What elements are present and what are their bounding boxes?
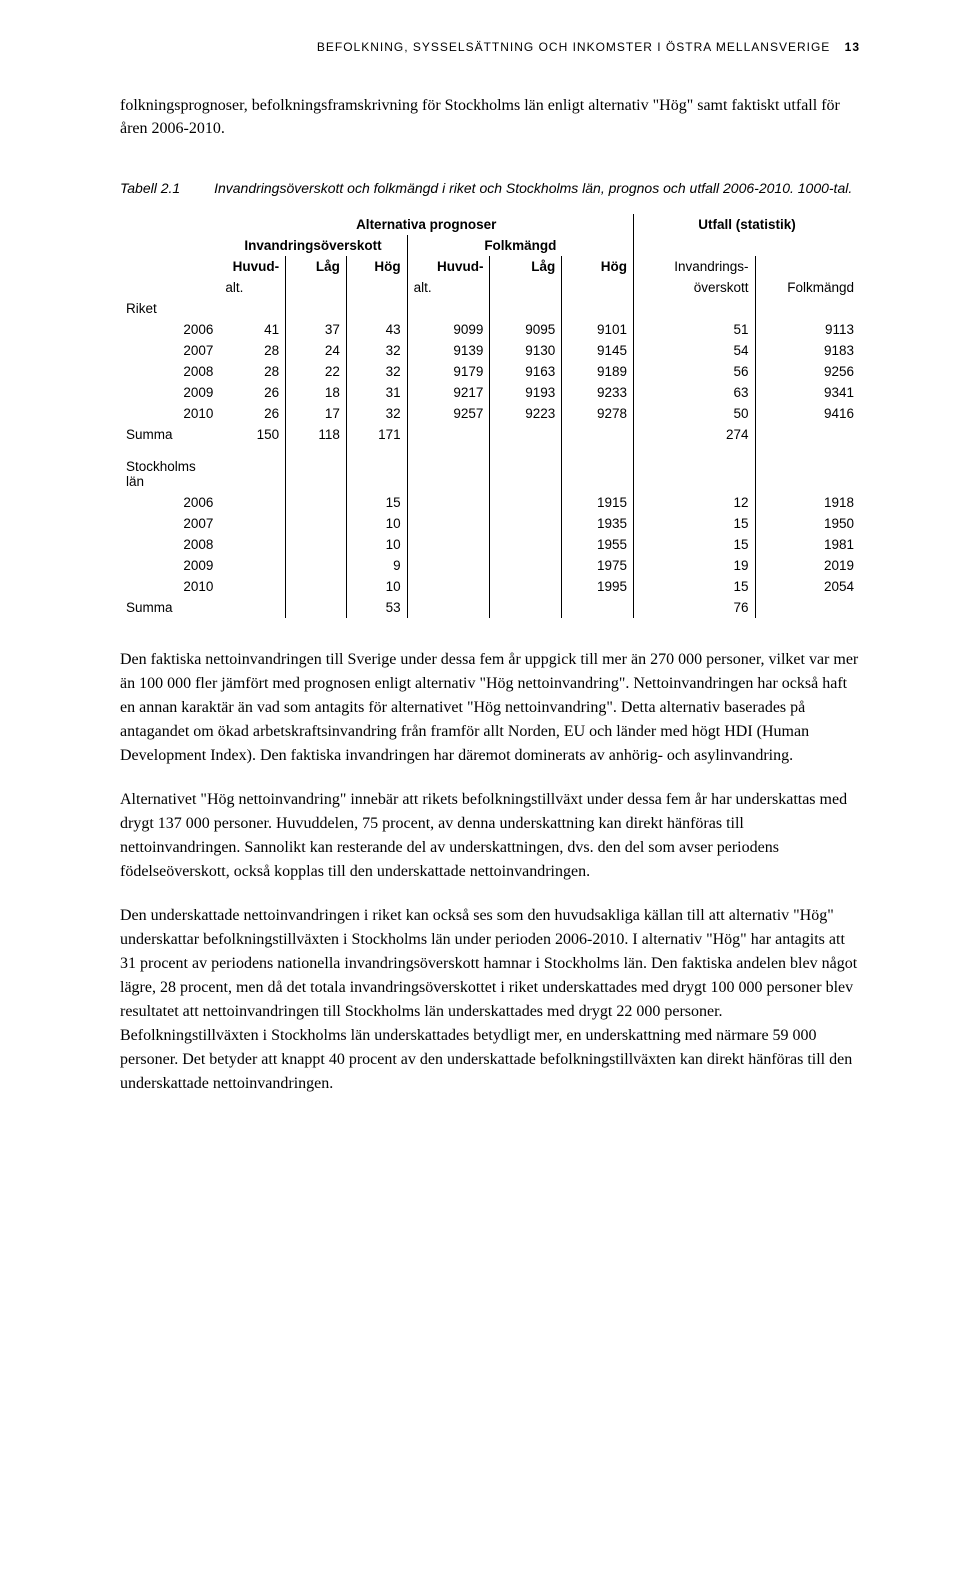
table-row: 2007 28 24 32 9139 9130 9145 54 9183	[120, 340, 860, 361]
th-folkmangd: Folkmängd	[407, 235, 633, 256]
body-paragraph: Alternativet "Hög nettoinvandring" inneb…	[120, 788, 860, 884]
th-utfall: Utfall (statistik)	[634, 214, 860, 235]
body-paragraph: Den faktiska nettoinvandringen till Sver…	[120, 648, 860, 768]
th-huvud1: Huvud-	[219, 256, 285, 277]
table-row-summa: Summa 150 118 171 274	[120, 424, 860, 445]
page-number: 13	[845, 40, 860, 54]
intro-paragraph: folkningsprognoser, befolkningsframskriv…	[120, 94, 860, 140]
stock-label: Stockholms län	[120, 445, 219, 492]
table-caption-label: Tabell 2.1	[120, 180, 180, 196]
table-row: 2008 10 1955 15 1981	[120, 534, 860, 555]
th-invandring: Invandringsöverskott	[219, 235, 407, 256]
th-alt1: alt.	[219, 277, 285, 298]
body-paragraph: Den underskattade nettoinvandringen i ri…	[120, 904, 860, 1096]
th-invover-a: Invandrings-	[634, 256, 755, 277]
th-alt-prog: Alternativa prognoser	[219, 214, 633, 235]
th-huvud2: Huvud-	[407, 256, 490, 277]
table-row: 2007 10 1935 15 1950	[120, 513, 860, 534]
table-row: 2010 26 17 32 9257 9223 9278 50 9416	[120, 403, 860, 424]
th-invover-b: överskott	[634, 277, 755, 298]
riket-label: Riket	[120, 298, 219, 319]
table-row: 2008 28 22 32 9179 9163 9189 56 9256	[120, 361, 860, 382]
th-lag2: Låg	[490, 256, 562, 277]
running-header: BEFOLKNING, SYSSELSÄTTNING OCH INKOMSTER…	[120, 40, 860, 54]
data-table: Alternativa prognoser Utfall (statistik)…	[120, 214, 860, 618]
th-alt2: alt.	[407, 277, 490, 298]
th-lag1: Låg	[286, 256, 347, 277]
table-row: 2010 10 1995 15 2054	[120, 576, 860, 597]
th-folk-b: Folkmängd	[755, 277, 860, 298]
running-header-text: BEFOLKNING, SYSSELSÄTTNING OCH INKOMSTER…	[317, 40, 830, 54]
table-caption-text: Invandringsöverskott och folkmängd i rik…	[214, 180, 852, 196]
table-row: 2009 26 18 31 9217 9193 9233 63 9341	[120, 382, 860, 403]
table-row: 2006 41 37 43 9099 9095 9101 51 9113	[120, 319, 860, 340]
th-hog2: Hög	[562, 256, 634, 277]
table-row-summa: Summa 53 76	[120, 597, 860, 618]
th-hog1: Hög	[346, 256, 407, 277]
table-row: 2006 15 1915 12 1918	[120, 492, 860, 513]
table-row: 2009 9 1975 19 2019	[120, 555, 860, 576]
table-caption: Tabell 2.1 Invandringsöverskott och folk…	[120, 180, 860, 196]
